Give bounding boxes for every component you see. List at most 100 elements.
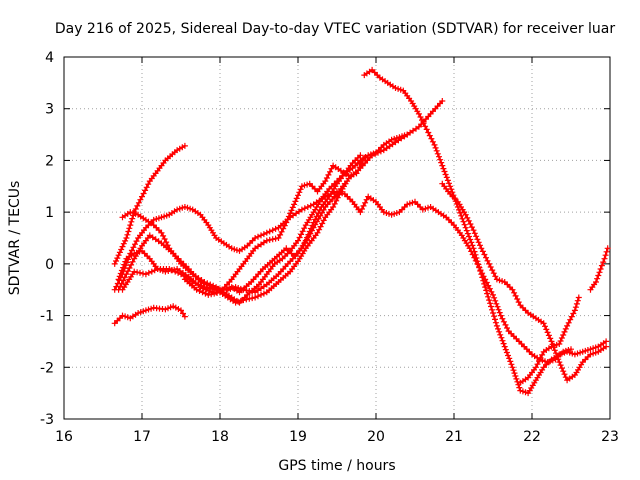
data-point-marker [181, 313, 188, 320]
interp-marker [543, 326, 550, 333]
interp-marker [542, 323, 548, 330]
x-axis-label: GPS time / hours [278, 458, 395, 474]
interp-marker [145, 269, 152, 276]
interp-marker [121, 274, 128, 281]
interp-marker [125, 268, 131, 275]
data-point-marker [603, 338, 610, 345]
data-point-marker [131, 268, 138, 275]
interp-marker [129, 215, 136, 222]
data-point-marker [415, 110, 422, 117]
interp-marker [202, 290, 209, 297]
interp-marker [137, 196, 144, 203]
interp-marker [537, 355, 544, 361]
interp-marker [126, 265, 133, 271]
series-s9 [361, 66, 610, 397]
data-point-marker [252, 294, 259, 301]
data-point-marker [341, 180, 348, 187]
x-tick-label: 17 [133, 429, 151, 445]
data-point-marker [509, 286, 516, 293]
interp-marker [137, 269, 143, 276]
interp-marker [438, 159, 445, 166]
interp-marker [175, 269, 182, 276]
data-point-marker [330, 204, 337, 210]
interp-marker [446, 180, 452, 187]
data-point-marker [470, 245, 477, 252]
data-point-marker [548, 338, 555, 345]
interp-marker [495, 306, 502, 313]
interp-marker [473, 233, 480, 240]
data-point-marker [181, 142, 188, 149]
interp-marker [467, 236, 474, 243]
interp-marker [483, 287, 490, 294]
interp-marker [441, 168, 448, 175]
interp-marker [440, 165, 447, 172]
interp-marker [128, 261, 135, 268]
interp-marker [317, 223, 324, 230]
y-tick-label: -3 [40, 412, 54, 428]
interp-marker [471, 248, 478, 255]
interp-marker [128, 218, 135, 225]
interp-marker [560, 368, 567, 375]
interp-marker [327, 168, 333, 175]
data-point-marker [564, 322, 571, 329]
interp-marker [260, 231, 267, 238]
data-point-marker [189, 279, 196, 285]
interp-marker [534, 361, 541, 368]
interp-marker [506, 355, 513, 362]
interp-marker [487, 264, 494, 270]
interp-marker [211, 290, 218, 297]
data-point-marker [111, 260, 118, 267]
interp-marker [316, 226, 323, 233]
series-s10 [439, 180, 610, 384]
interp-marker [198, 282, 205, 289]
interp-marker [422, 123, 429, 130]
data-point-marker [298, 206, 305, 213]
series-line [441, 182, 608, 382]
interp-marker [145, 181, 152, 188]
data-point-marker [462, 211, 469, 218]
interp-marker [476, 264, 483, 271]
interp-marker [288, 207, 295, 214]
interp-marker [130, 244, 137, 251]
data-point-marker [166, 266, 173, 272]
interp-marker [590, 350, 597, 357]
interp-marker [195, 281, 202, 288]
data-point-marker [556, 341, 563, 347]
data-point-marker [517, 387, 524, 394]
interp-marker [492, 297, 499, 304]
interp-marker [289, 204, 296, 211]
interp-marker [493, 300, 500, 307]
interp-marker [516, 384, 523, 391]
interp-marker [572, 304, 579, 311]
interp-marker [432, 144, 439, 151]
interp-marker [120, 240, 127, 247]
data-point-marker [158, 229, 165, 236]
interp-marker [118, 246, 125, 253]
interp-marker [466, 233, 472, 240]
interp-marker [164, 242, 171, 249]
interp-marker [603, 248, 610, 255]
interp-marker [120, 264, 127, 271]
interp-marker [505, 352, 511, 359]
interp-marker [459, 215, 466, 222]
series-line [363, 68, 608, 395]
interp-marker [511, 289, 518, 296]
interp-marker [113, 258, 119, 264]
data-point-marker [571, 307, 578, 314]
interp-marker [554, 353, 561, 360]
interp-marker [491, 294, 498, 301]
data-point-marker [490, 291, 496, 298]
data-point-marker [431, 141, 438, 148]
interp-marker [464, 230, 471, 237]
interp-marker [496, 309, 503, 316]
interp-marker [442, 171, 449, 178]
interp-marker [508, 361, 515, 368]
interp-marker [419, 117, 425, 124]
interp-marker [471, 230, 478, 237]
interp-marker [328, 165, 335, 172]
interp-marker [545, 332, 552, 339]
data-point-marker [575, 294, 582, 301]
series-line [519, 296, 580, 384]
data-point-marker [263, 229, 270, 236]
interp-marker [539, 351, 546, 358]
